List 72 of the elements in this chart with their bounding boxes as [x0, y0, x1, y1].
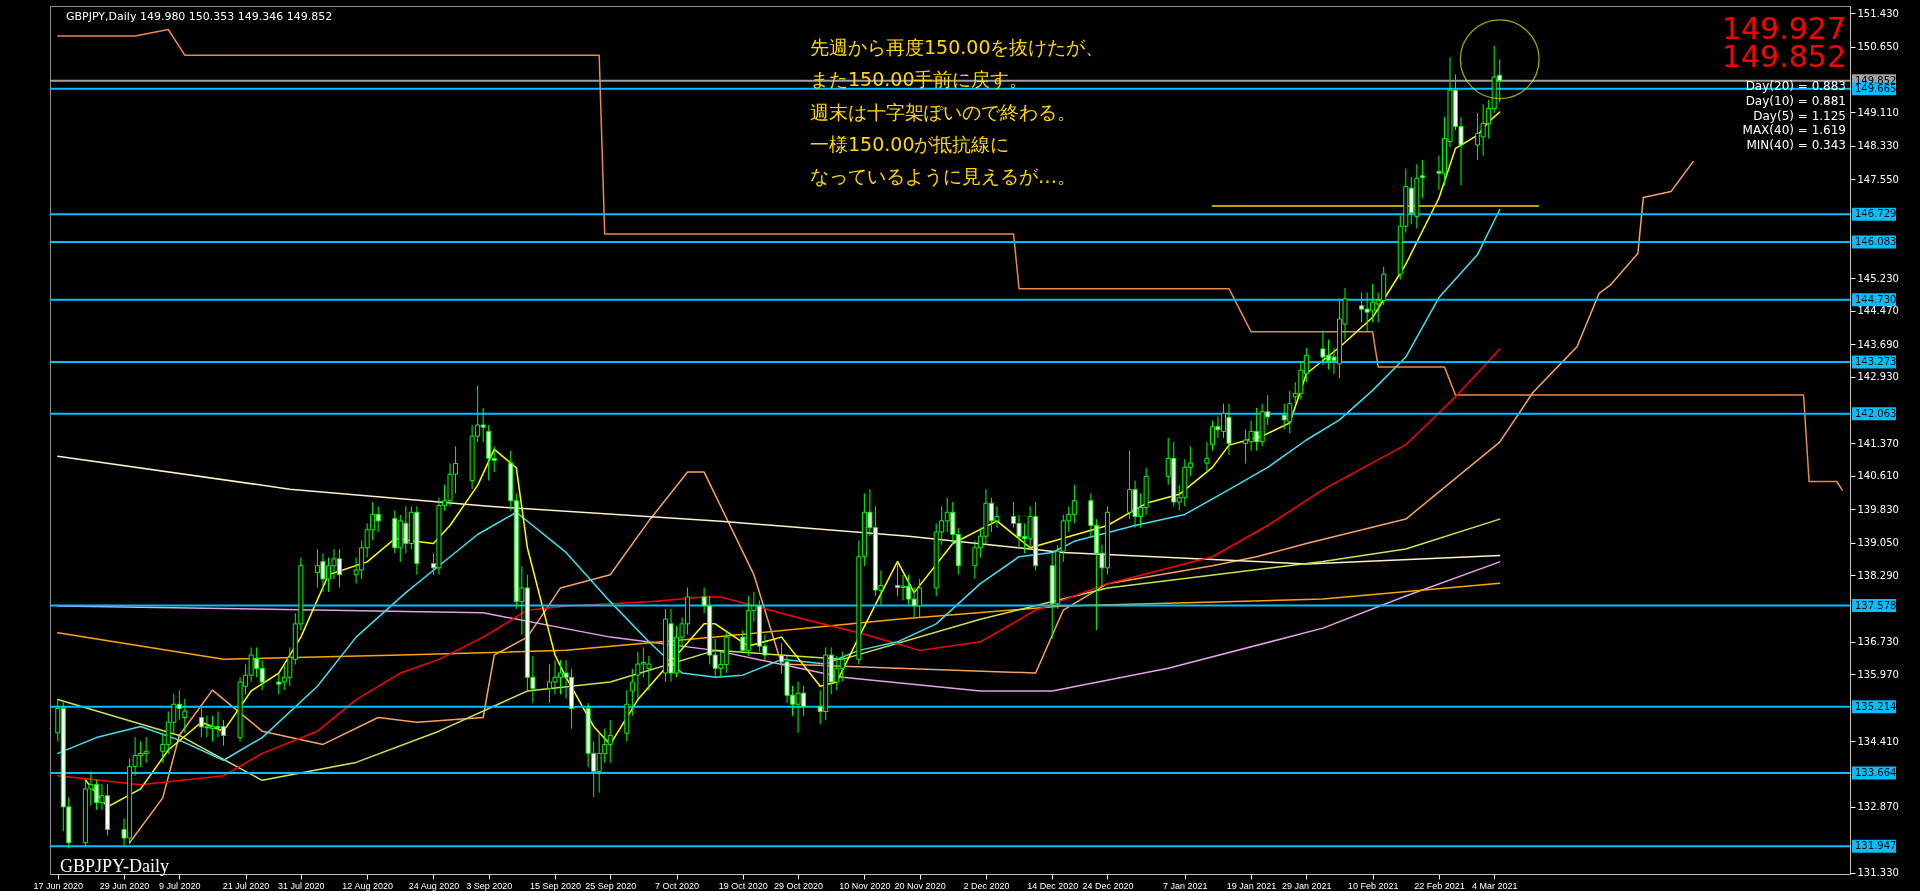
y-tick-label: 134.410	[1857, 735, 1899, 747]
candlestick	[629, 668, 635, 717]
x-tick-label: 19 Jan 2021	[1226, 880, 1277, 891]
ref-line-label: 137.578	[1855, 599, 1897, 611]
annotation: 週末は十字架ぽいので終わる。	[810, 101, 1076, 123]
y-tick-label: 145.230	[1857, 272, 1899, 284]
ref-line-label: 143.273	[1855, 356, 1897, 368]
y-tick-label: 142.930	[1857, 371, 1899, 383]
x-tick-label: 14 Dec 2020	[1027, 880, 1079, 891]
annotation: なっているように見えるが…。	[810, 165, 1076, 187]
line-series	[57, 582, 1501, 661]
y-tick-label: 141.370	[1857, 437, 1899, 449]
annotation: 一様150.00が抵抗線に	[810, 133, 1010, 155]
candlestick	[1419, 159, 1425, 199]
ref-line-label: 142.063	[1855, 407, 1897, 419]
x-tick-label: 22 Feb 2021	[1414, 880, 1465, 891]
y-tick-label: 139.830	[1857, 503, 1899, 515]
ref-line-label: 146.083	[1855, 235, 1897, 247]
x-tick-label: 3 Sep 2020	[466, 880, 513, 891]
y-tick-label: 139.050	[1857, 537, 1899, 549]
x-tick-label: 9 Jul 2020	[159, 880, 201, 891]
candlestick	[1204, 441, 1210, 473]
ref-line-label: 133.664	[1855, 766, 1897, 778]
x-tick-label: 10 Nov 2020	[839, 880, 891, 891]
annotation: GBPJPY-Daily	[60, 856, 170, 876]
x-tick-label: 19 Oct 2020	[718, 880, 768, 891]
candlestick	[182, 698, 188, 734]
ref-line-label: 146.729	[1855, 208, 1897, 220]
y-tick-label: 148.330	[1857, 140, 1899, 152]
y-tick-label: 143.690	[1857, 338, 1899, 350]
x-tick-label: 24 Dec 2020	[1082, 880, 1134, 891]
y-tick-label: 151.430	[1857, 7, 1899, 19]
x-tick-label: 20 Nov 2020	[894, 880, 946, 891]
x-tick-label: 7 Oct 2020	[655, 880, 700, 891]
y-tick-label: 149.110	[1857, 106, 1899, 118]
y-tick-label: 135.970	[1857, 668, 1899, 680]
line-series	[57, 348, 1501, 786]
x-tick-label: 17 Jun 2020	[33, 880, 84, 891]
y-tick-label: 150.650	[1857, 41, 1899, 53]
x-tick-label: 4 Mar 2021	[1471, 880, 1518, 891]
y-tick-label: 147.550	[1857, 173, 1899, 185]
ref-line-label: 131.947	[1855, 840, 1897, 852]
x-tick-label: 15 Sep 2020	[529, 880, 582, 891]
ref-line-label: 144.730	[1855, 293, 1897, 305]
y-tick-label: 136.730	[1857, 636, 1899, 648]
x-tick-label: 29 Oct 2020	[774, 880, 824, 891]
chart-title: GBPJPY,Daily 149.980 150.353 149.346 149.852	[66, 10, 333, 23]
line-series	[57, 208, 1501, 762]
ref-line-label: 135.214	[1855, 700, 1897, 712]
x-tick-label: 29 Jan 2021	[1282, 880, 1332, 891]
annotation: MIN(40) = 0.343	[1746, 138, 1846, 152]
x-tick-label: 31 Jul 2020	[278, 880, 325, 891]
x-tick-label: 12 Aug 2020	[342, 880, 393, 891]
annotation: Day(10) = 0.881	[1745, 94, 1846, 108]
x-tick-label: 25 Sep 2020	[585, 880, 637, 891]
annotation: 先週から再度150.00を抜けたが、	[810, 36, 1105, 58]
line-series	[57, 518, 1501, 782]
y-tick-label: 132.870	[1857, 801, 1899, 813]
y-tick-label: 140.610	[1857, 470, 1899, 482]
x-tick-label: 29 Jun 2020	[99, 880, 150, 891]
annotation: MAX(40) = 1.619	[1742, 123, 1846, 137]
annotation: Day(5) = 1.125	[1753, 109, 1846, 123]
x-tick-label: 10 Feb 2021	[1347, 880, 1399, 891]
x-tick-label: 21 Jul 2020	[222, 880, 270, 891]
x-tick-label: 7 Jan 2021	[1163, 880, 1208, 891]
y-tick-label: 138.290	[1857, 569, 1899, 581]
x-tick-label: 2 Dec 2020	[963, 880, 1010, 891]
line-series	[57, 455, 1501, 565]
x-tick-label: 24 Aug 2020	[408, 880, 460, 891]
y-tick-label: 144.470	[1857, 305, 1899, 317]
y-tick-label: 131.330	[1857, 867, 1899, 879]
line-series	[128, 160, 1694, 844]
